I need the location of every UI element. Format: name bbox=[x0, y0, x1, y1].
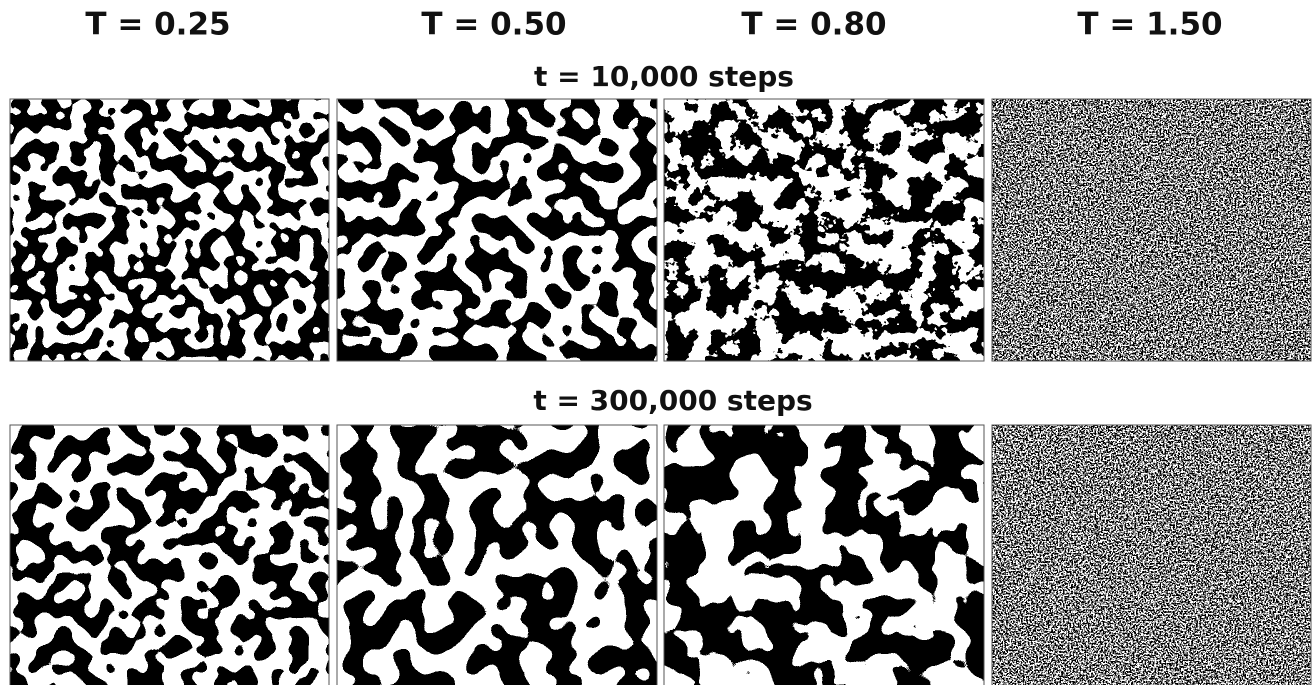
column-headers: T = 0.25 T = 0.50 T = 0.80 T = 1.50 bbox=[85, 7, 1222, 43]
snapshot bbox=[10, 425, 329, 685]
snapshot bbox=[664, 99, 984, 361]
column-header: T = 1.50 bbox=[1077, 7, 1222, 43]
snapshot bbox=[992, 99, 1311, 361]
column-header: T = 0.80 bbox=[741, 7, 886, 43]
column-header: T = 0.25 bbox=[85, 7, 230, 43]
panel-border bbox=[336, 424, 658, 685]
row-title: t = 10,000 steps bbox=[534, 60, 794, 93]
panel-border bbox=[663, 98, 985, 362]
panel-border bbox=[991, 424, 1312, 685]
snapshot-row bbox=[9, 98, 1312, 362]
snapshot bbox=[10, 99, 329, 361]
panel-border bbox=[336, 98, 658, 362]
panel-border bbox=[991, 98, 1312, 362]
snapshot bbox=[337, 99, 657, 361]
snapshot bbox=[664, 425, 984, 685]
snapshot-row bbox=[9, 424, 1312, 685]
snapshot bbox=[337, 425, 657, 685]
panel-border bbox=[663, 424, 985, 685]
row-title: t = 300,000 steps bbox=[533, 384, 812, 417]
panel-border bbox=[9, 98, 330, 362]
snapshot bbox=[992, 425, 1311, 685]
column-header: T = 0.50 bbox=[421, 7, 566, 43]
panel-border bbox=[9, 424, 330, 685]
